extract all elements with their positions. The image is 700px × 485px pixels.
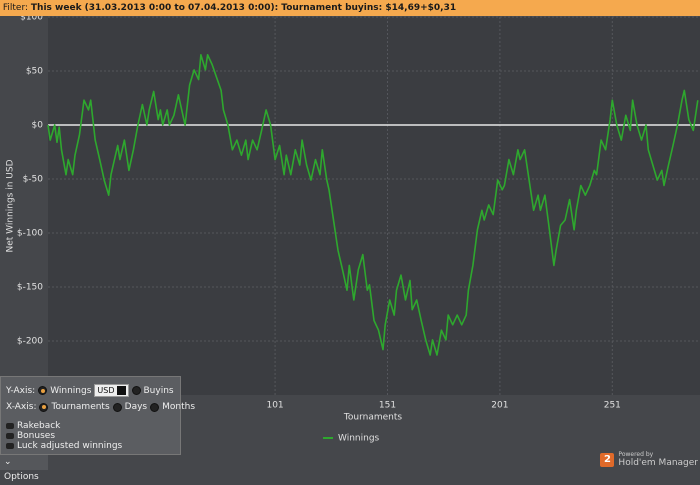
legend-label: Winnings [338, 434, 380, 444]
radio-button[interactable] [131, 386, 141, 395]
checkbox[interactable] [6, 443, 14, 449]
brand-badge: 2 [600, 453, 615, 467]
axis-label: X-Axis: [6, 402, 37, 412]
options-panel: Y-Axis: Winnings USD Buyins X-Axis: Tournamen… [0, 376, 195, 455]
row: Rakeback [6, 421, 60, 431]
filter-bar: Filter: This week (31.03.2013 0:00 to 07… [0, 0, 700, 16]
x-axis-label: Tournaments [343, 413, 402, 423]
product-name: Hold'em Manager [618, 458, 698, 468]
y-tick-label: $100 [20, 16, 43, 23]
radio-label: Tournaments [51, 402, 110, 412]
y-tick-label: $50 [26, 67, 43, 77]
dropdown-arrow[interactable] [116, 386, 126, 395]
currency-select[interactable]: USD [94, 384, 129, 397]
currency-value: USD [97, 386, 115, 395]
radio-label: Days [124, 402, 148, 412]
row: Luck adjusted winnings [6, 441, 122, 451]
line-series [47, 54, 699, 356]
branding: 2 Powered by Hold'em Manager [600, 452, 698, 468]
x-tick-label: 201 [491, 401, 508, 411]
radio-button[interactable] [39, 402, 49, 412]
x-tick-label: 151 [379, 401, 396, 411]
y-axis-label: Net Winnings in USD [6, 159, 16, 252]
y-tick-label: $-200 [17, 337, 43, 347]
checkbox[interactable] [6, 433, 14, 439]
y-tick-label: $-100 [17, 229, 43, 239]
row: Y-Axis: Winnings USD Buyins [6, 384, 174, 397]
radio-label: Months [162, 402, 196, 412]
plot-area [48, 17, 700, 395]
axis-label: Y-Axis: [6, 385, 36, 396]
checkbox-label: Luck adjusted winnings [17, 441, 123, 451]
y-tick-label: $0 [32, 121, 44, 131]
y-tick-label: $-150 [17, 283, 43, 293]
row: X-Axis: Tournaments Days Months [6, 402, 195, 412]
options-button-label: Options [4, 472, 39, 482]
radio-label: Buyins [143, 385, 174, 396]
x-tick-label: 251 [604, 401, 621, 411]
options-button[interactable]: ⌄ Options [0, 455, 48, 482]
radio-button[interactable] [150, 402, 160, 412]
chart: Tournaments Net Winnings in USD $100 $50 $… [6, 16, 700, 444]
y-tick-label: $-50 [23, 175, 44, 185]
row: Bonuses [6, 431, 55, 441]
checkbox-label: Bonuses [17, 431, 56, 441]
radio-button[interactable] [38, 386, 48, 395]
checkbox[interactable] [6, 423, 14, 429]
x-tick-label: 101 [266, 401, 283, 411]
checkbox-label: Rakeback [17, 421, 61, 431]
radio-button[interactable] [112, 402, 122, 412]
powered-by: Powered by [618, 451, 654, 458]
filter-label: Filter: [2, 3, 29, 13]
filter-text: This week (31.03.2013 0:00 to 07.04.2013… [30, 3, 457, 13]
radio-label: Winnings [50, 385, 92, 396]
